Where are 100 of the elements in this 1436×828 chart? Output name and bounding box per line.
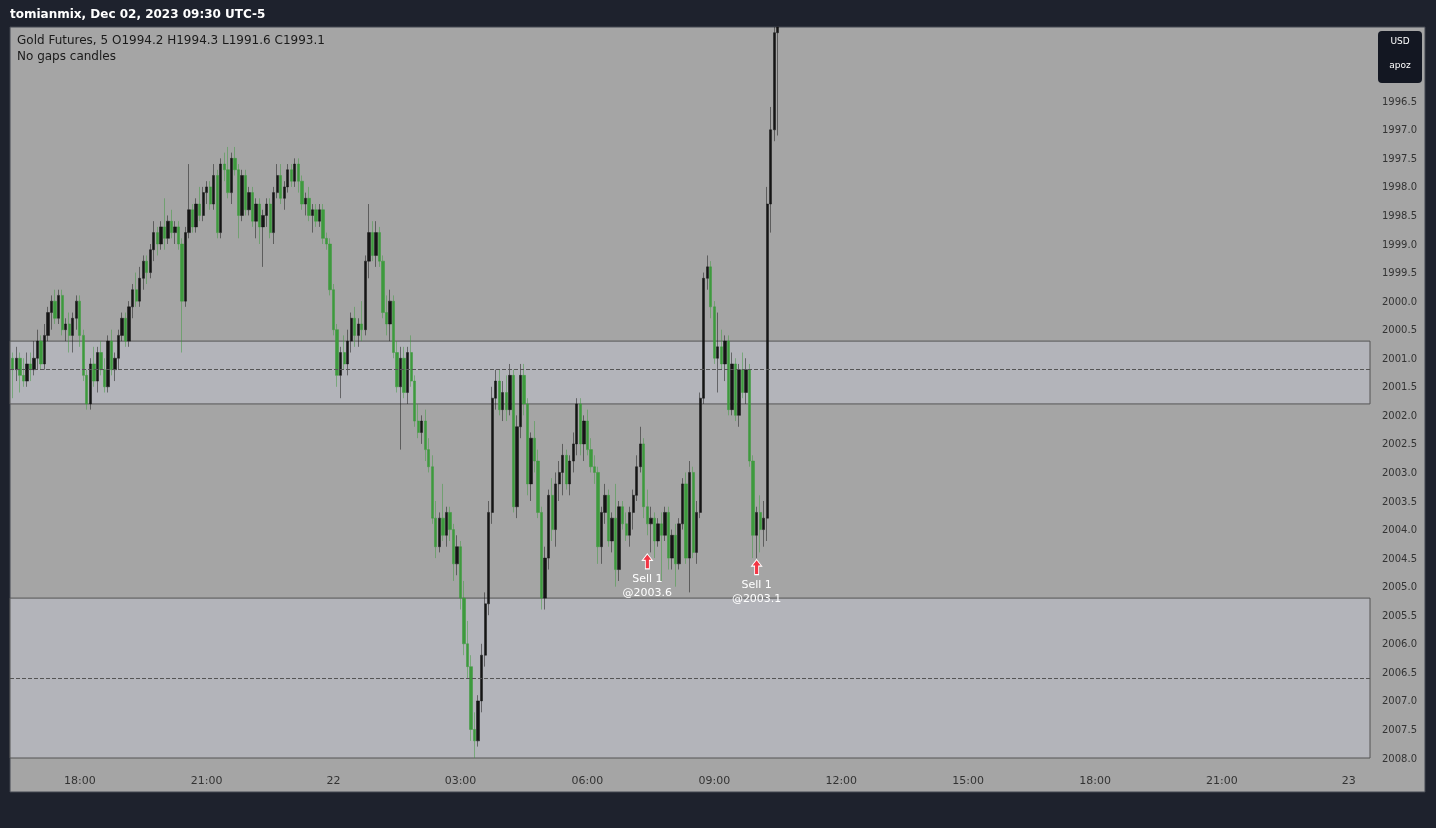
- candlestick: [723, 335, 727, 382]
- x-tick-label: 12:00: [825, 774, 858, 787]
- candlestick: [279, 163, 282, 205]
- y-tick-label: 2004.5: [1382, 552, 1417, 564]
- candlestick: [110, 329, 113, 376]
- candlestick: [759, 495, 762, 553]
- candlestick: [501, 380, 504, 422]
- candlestick: [614, 483, 617, 587]
- candlestick: [318, 203, 321, 228]
- text: apoz: [1389, 60, 1411, 70]
- candlestick: [307, 186, 311, 222]
- candlestick: [244, 169, 247, 216]
- y-tick-label: 1996.5: [1382, 95, 1417, 107]
- candlestick: [399, 346, 402, 450]
- candlestick: [402, 346, 406, 399]
- candlestick: [18, 352, 22, 393]
- candlestick: [744, 357, 748, 405]
- text: tomianmix, Dec 02, 2023 09:30 UTC-5: [10, 7, 266, 21]
- y-tick-label: 2005.0: [1382, 581, 1417, 593]
- candlestick: [209, 180, 212, 210]
- x-tick-label: 15:00: [952, 774, 984, 787]
- y-tick-label: 2003.5: [1382, 495, 1417, 507]
- y-tick-label: 1998.0: [1382, 181, 1417, 193]
- candlestick: [656, 517, 660, 547]
- y-tick-label: 2003.0: [1382, 466, 1417, 478]
- candlestick: [670, 529, 674, 570]
- candlestick: [191, 203, 194, 233]
- candlestick: [29, 352, 32, 382]
- candlestick: [374, 220, 378, 268]
- x-tick-label: 22: [326, 774, 341, 787]
- candlestick: [684, 472, 688, 565]
- candlestick: [251, 186, 254, 228]
- candlestick: [170, 209, 173, 239]
- candlestick: [353, 306, 356, 348]
- candlestick: [727, 335, 730, 416]
- candlestick: [737, 363, 741, 428]
- candlestick: [89, 357, 92, 410]
- candlestick: [755, 506, 758, 559]
- candlestick: [57, 289, 60, 325]
- x-tick-label: 18:00: [1079, 774, 1111, 787]
- annotation: Sell 1 @2003.1: [731, 577, 782, 605]
- candlestick: [96, 346, 99, 393]
- y-tick-label: 2007.0: [1382, 695, 1417, 707]
- candlestick: [551, 477, 554, 542]
- text: Gold Futures, 5 O1994.2 H1994.3 L1991.6 C1993.1: [17, 33, 325, 47]
- candlestick: [124, 312, 127, 348]
- y-tick-label: 2006.0: [1382, 638, 1417, 650]
- candlestick: [498, 369, 501, 416]
- candlestick: [667, 506, 670, 570]
- candlestick: [357, 318, 360, 348]
- y-tick-label: 1997.5: [1382, 152, 1417, 164]
- candlestick: [505, 375, 508, 422]
- candlestick: [173, 220, 177, 245]
- candlestick: [674, 523, 677, 587]
- candlestick: [64, 318, 67, 342]
- candlestick: [15, 346, 18, 382]
- candlestick: [293, 158, 296, 188]
- candlestick: [53, 289, 57, 325]
- x-tick-label: 21:00: [190, 774, 223, 787]
- y-tick-label: 2008.0: [1382, 752, 1417, 764]
- candlestick: [734, 357, 737, 422]
- y-tick-label: 2004.0: [1382, 524, 1417, 536]
- candlestick: [360, 300, 363, 342]
- candlestick: [529, 432, 533, 502]
- text: No gaps candles: [17, 49, 116, 63]
- candlestick: [716, 312, 719, 393]
- y-tick-label: 2007.5: [1382, 723, 1417, 735]
- candlestick: [198, 186, 201, 222]
- candlestick: [304, 192, 307, 216]
- candlestick: [240, 169, 244, 222]
- candlestick: [145, 255, 148, 285]
- candlestick: [663, 506, 667, 542]
- candlestick: [163, 198, 166, 250]
- candlestick: [314, 203, 318, 228]
- candlestick: [343, 335, 346, 370]
- candlestick: [339, 346, 342, 399]
- y-tick-label: 1997.0: [1382, 124, 1417, 136]
- y-tick-label: 2002.5: [1382, 438, 1417, 450]
- candlestick: [617, 500, 621, 582]
- candlestick: [741, 352, 744, 399]
- candlestick: [582, 415, 586, 462]
- y-tick-label: 1999.5: [1382, 267, 1417, 279]
- candlestick: [156, 226, 159, 256]
- candlestick: [388, 289, 392, 342]
- candlestick: [692, 466, 695, 559]
- y-tick-label: 1998.5: [1382, 209, 1417, 221]
- candlestick: [688, 460, 691, 593]
- candlestick: [39, 335, 43, 370]
- annotation: Sell 1 @2003.6: [622, 572, 673, 600]
- x-tick-label: 23: [1341, 774, 1356, 787]
- candlestick: [565, 449, 568, 490]
- candlestick: [230, 152, 233, 205]
- candlestick: [254, 198, 258, 239]
- x-tick-label: 18:00: [63, 774, 96, 787]
- y-tick-label: 2005.5: [1382, 609, 1417, 621]
- y-tick-label: 1999.0: [1382, 238, 1417, 250]
- candlestick: [269, 198, 272, 239]
- candlestick: [219, 158, 222, 239]
- candlestick: [653, 512, 656, 559]
- candlestick: [159, 220, 163, 250]
